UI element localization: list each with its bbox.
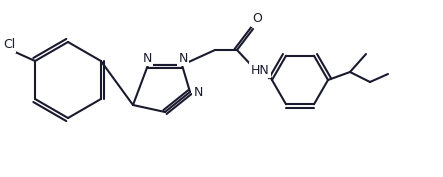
Text: O: O <box>252 13 262 25</box>
Text: N: N <box>193 85 203 98</box>
Text: N: N <box>142 52 152 64</box>
Text: HN: HN <box>251 64 269 76</box>
Text: Cl: Cl <box>3 39 15 52</box>
Text: N: N <box>179 52 188 64</box>
